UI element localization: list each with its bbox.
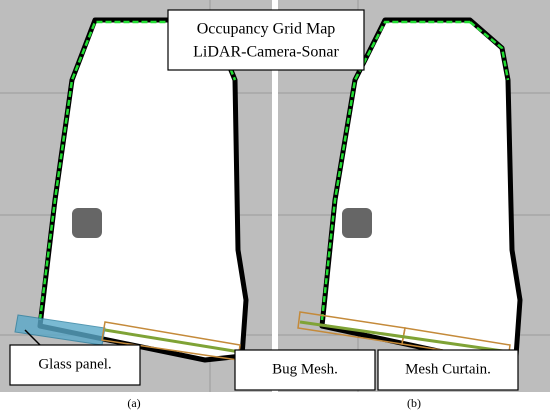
annotation: Bug Mesh. — [272, 361, 338, 377]
label-box — [9, 344, 141, 386]
wall-edge — [104, 328, 241, 354]
wall-edge — [469, 21, 510, 81]
annotation: Mesh Curtain. — [405, 361, 491, 377]
caption: (b) — [407, 396, 421, 410]
robot — [342, 208, 372, 238]
wall-edge — [299, 320, 511, 354]
pointer — [24, 329, 41, 346]
title-box — [167, 9, 365, 71]
title: Occupancy Grid Map — [197, 21, 336, 38]
label-box — [377, 349, 519, 391]
annotation: Glass panel. — [38, 356, 111, 372]
wall-edge — [320, 20, 470, 321]
robot — [72, 208, 102, 238]
label-box — [234, 349, 376, 391]
subtitle: LiDAR-Camera-Sonar — [193, 44, 339, 61]
caption: (a) — [127, 396, 140, 410]
